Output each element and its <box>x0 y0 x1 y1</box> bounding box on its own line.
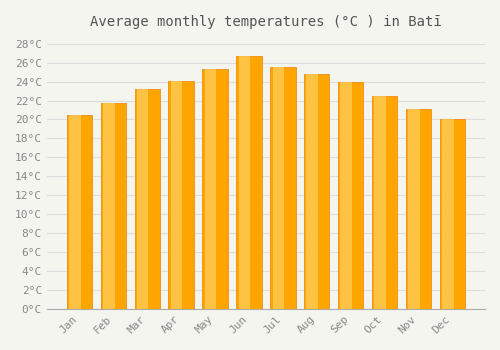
Bar <box>69 115 80 309</box>
Bar <box>272 68 284 309</box>
Title: Average monthly temperatures (°C ) in Batī: Average monthly temperatures (°C ) in Ba… <box>90 15 442 29</box>
Bar <box>205 69 216 309</box>
Bar <box>338 82 363 309</box>
Bar <box>372 96 398 309</box>
Bar <box>440 119 465 309</box>
Bar <box>442 119 454 309</box>
Bar <box>340 82 352 309</box>
Bar <box>406 109 431 309</box>
Bar <box>202 69 228 309</box>
Bar <box>408 109 420 309</box>
Bar <box>306 74 318 309</box>
Bar <box>100 103 126 309</box>
Bar <box>103 103 115 309</box>
Bar <box>374 96 386 309</box>
Bar <box>270 68 295 309</box>
Bar <box>137 89 148 309</box>
Bar <box>67 115 92 309</box>
Bar <box>238 56 250 309</box>
Bar <box>236 56 262 309</box>
Bar <box>304 74 330 309</box>
Bar <box>134 89 160 309</box>
Bar <box>171 81 182 309</box>
Bar <box>168 81 194 309</box>
